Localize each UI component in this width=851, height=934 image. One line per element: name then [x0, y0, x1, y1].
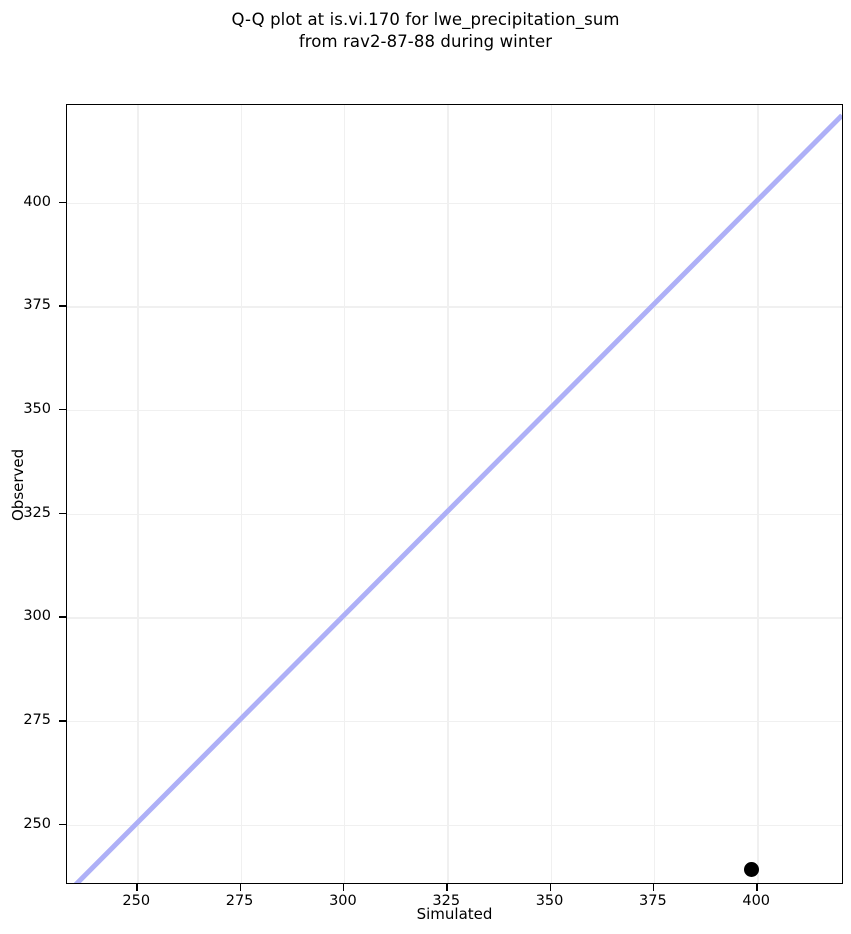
y-axis-label: Observed — [9, 448, 27, 521]
x-tick-mark — [239, 884, 241, 891]
y-tick-mark — [59, 305, 66, 307]
x-tick-label: 250 — [122, 893, 151, 909]
gridline-vertical — [653, 105, 656, 883]
gridline-vertical — [137, 105, 139, 883]
gridline-horizontal — [67, 513, 842, 515]
one-to-one-reference-line — [73, 113, 842, 883]
x-tick-label: 300 — [329, 893, 357, 909]
x-tick-label: 350 — [535, 893, 564, 909]
y-tick-label: 325 — [23, 504, 51, 521]
y-tick-mark — [59, 201, 66, 203]
plot-area — [66, 104, 843, 884]
gridline-horizontal — [67, 617, 842, 619]
y-tick-label: 275 — [23, 712, 51, 729]
x-tick-mark — [549, 884, 551, 891]
y-tick-label: 375 — [23, 297, 51, 314]
gridline-horizontal — [67, 721, 842, 723]
gridline-vertical — [757, 105, 759, 883]
gridline-horizontal — [67, 824, 842, 827]
y-tick-label: 350 — [23, 400, 51, 417]
gridline-horizontal — [67, 409, 842, 412]
y-tick-label: 250 — [23, 815, 51, 832]
x-tick-mark — [342, 884, 345, 891]
y-tick-label: 300 — [23, 608, 51, 625]
y-tick-mark — [59, 408, 66, 411]
x-tick-label: 375 — [639, 893, 667, 909]
y-tick-mark — [59, 823, 66, 826]
chart-title: Q-Q plot at is.vi.170 for lwe_precipitat… — [231, 10, 620, 51]
x-axis-label: Simulated — [416, 905, 493, 923]
x-tick-mark — [652, 884, 655, 891]
x-tick-mark — [756, 884, 758, 891]
y-tick-mark — [59, 616, 66, 618]
y-tick-mark — [59, 512, 66, 515]
gridline-vertical — [550, 105, 552, 883]
x-tick-mark — [136, 884, 138, 891]
gridline-vertical — [447, 105, 449, 883]
gridline-vertical — [240, 105, 242, 883]
x-tick-mark — [446, 884, 448, 891]
gridline-vertical — [343, 105, 346, 883]
x-tick-label: 325 — [432, 893, 461, 909]
y-tick-mark — [59, 720, 66, 722]
gridline-horizontal — [67, 306, 842, 308]
data-point — [743, 861, 759, 877]
x-tick-label: 275 — [225, 893, 254, 909]
y-tick-label: 400 — [23, 193, 51, 210]
gridline-horizontal — [67, 202, 842, 204]
x-tick-label: 400 — [742, 893, 771, 909]
